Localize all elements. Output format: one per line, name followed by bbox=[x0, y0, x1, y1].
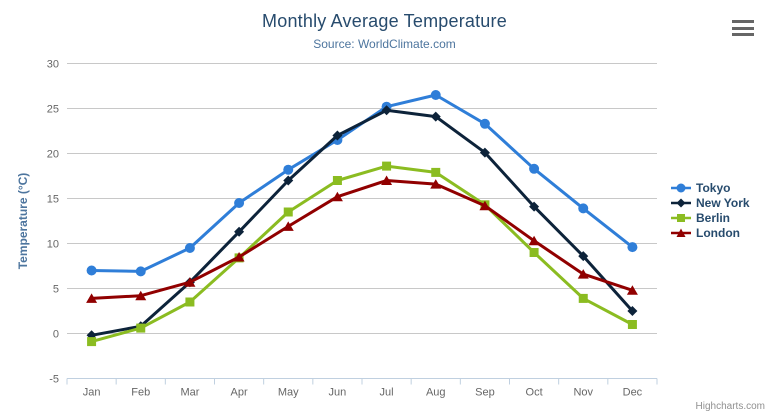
legend-label: New York bbox=[696, 195, 750, 210]
legend: Tokyo New York Berlin London bbox=[671, 180, 750, 240]
marker-london[interactable] bbox=[184, 277, 196, 287]
marker-new-york[interactable] bbox=[283, 175, 294, 186]
legend-label: Tokyo bbox=[696, 180, 731, 195]
marker-tokyo[interactable] bbox=[234, 198, 245, 208]
x-axis-label: Mar bbox=[180, 387, 199, 399]
marker-tokyo[interactable] bbox=[184, 243, 195, 253]
y-axis-label: 25 bbox=[47, 104, 59, 116]
marker-london[interactable] bbox=[528, 235, 540, 246]
x-axis-label: Jul bbox=[380, 387, 394, 399]
x-axis-label: Aug bbox=[426, 387, 446, 399]
square-marker-icon bbox=[671, 213, 691, 222]
triangle-marker-icon bbox=[671, 228, 691, 237]
x-axis-label: Feb bbox=[131, 387, 150, 399]
y-axis-label: -5 bbox=[49, 374, 59, 386]
marker-berlin[interactable] bbox=[382, 161, 392, 171]
marker-new-york[interactable] bbox=[430, 111, 441, 122]
marker-berlin[interactable] bbox=[529, 248, 539, 257]
marker-tokyo[interactable] bbox=[627, 242, 638, 253]
legend-item-london[interactable]: London bbox=[671, 225, 750, 240]
marker-berlin[interactable] bbox=[332, 176, 342, 185]
y-axis-label: 0 bbox=[53, 329, 59, 341]
series-line-berlin bbox=[90, 164, 634, 344]
marker-new-york[interactable] bbox=[381, 105, 392, 116]
marker-london[interactable] bbox=[479, 200, 491, 211]
marker-new-york[interactable] bbox=[578, 251, 589, 262]
marker-new-york[interactable] bbox=[479, 147, 490, 158]
marker-new-york[interactable] bbox=[332, 130, 343, 141]
marker-berlin[interactable] bbox=[185, 297, 195, 307]
marker-london[interactable] bbox=[381, 175, 393, 186]
marker-berlin[interactable] bbox=[627, 320, 637, 329]
x-axis-label: Nov bbox=[573, 387, 593, 399]
y-axis-label: 20 bbox=[47, 149, 59, 161]
marker-tokyo[interactable] bbox=[283, 164, 294, 175]
marker-new-york[interactable] bbox=[627, 306, 638, 316]
marker-berlin[interactable] bbox=[87, 337, 97, 347]
chart-subtitle: Source: WorldClimate.com bbox=[313, 37, 456, 51]
marker-berlin[interactable] bbox=[578, 293, 588, 303]
credits-link[interactable]: Highcharts.com bbox=[695, 401, 765, 412]
hamburger-icon bbox=[732, 20, 754, 23]
marker-london[interactable] bbox=[430, 179, 442, 189]
marker-tokyo[interactable] bbox=[135, 266, 146, 277]
legend-label: London bbox=[696, 225, 740, 240]
x-axis-label: Jun bbox=[329, 387, 347, 399]
marker-berlin[interactable] bbox=[431, 167, 441, 177]
x-axis-label: Oct bbox=[526, 387, 543, 399]
x-axis-label: Sep bbox=[475, 387, 495, 399]
x-axis-label: Dec bbox=[623, 387, 643, 399]
marker-london[interactable] bbox=[233, 252, 245, 262]
marker-new-york[interactable] bbox=[234, 226, 245, 237]
x-axis-label: Jan bbox=[83, 387, 101, 399]
y-axis-label: 30 bbox=[47, 59, 59, 71]
legend-item-tokyo[interactable]: Tokyo bbox=[671, 180, 750, 195]
marker-new-york[interactable] bbox=[529, 201, 540, 212]
marker-london[interactable] bbox=[135, 290, 147, 301]
circle-marker-icon bbox=[671, 183, 691, 192]
marker-tokyo[interactable] bbox=[479, 118, 490, 129]
diamond-marker-icon bbox=[671, 198, 691, 207]
marker-tokyo[interactable] bbox=[86, 265, 97, 276]
x-axis-label: Apr bbox=[231, 387, 248, 399]
legend-item-new-york[interactable]: New York bbox=[671, 195, 750, 210]
marker-london[interactable] bbox=[577, 269, 589, 279]
marker-berlin[interactable] bbox=[283, 207, 293, 217]
chart-title: Monthly Average Temperature bbox=[262, 11, 507, 31]
series-line-new-york bbox=[90, 108, 634, 337]
series-line-london bbox=[90, 179, 634, 300]
marker-tokyo[interactable] bbox=[529, 163, 540, 174]
marker-london[interactable] bbox=[86, 293, 98, 303]
legend-label: Berlin bbox=[696, 210, 731, 225]
marker-london[interactable] bbox=[282, 221, 294, 231]
marker-london[interactable] bbox=[331, 191, 343, 202]
y-axis-label: 5 bbox=[53, 284, 59, 296]
marker-london[interactable] bbox=[626, 285, 638, 295]
marker-tokyo[interactable] bbox=[578, 203, 589, 214]
y-axis-label: 15 bbox=[47, 194, 59, 206]
marker-berlin[interactable] bbox=[136, 323, 146, 333]
legend-item-berlin[interactable]: Berlin bbox=[671, 210, 750, 225]
y-axis-label: 10 bbox=[47, 239, 59, 251]
x-axis-label: May bbox=[278, 387, 299, 399]
marker-tokyo[interactable] bbox=[430, 90, 441, 100]
context-menu-button[interactable] bbox=[732, 19, 756, 37]
